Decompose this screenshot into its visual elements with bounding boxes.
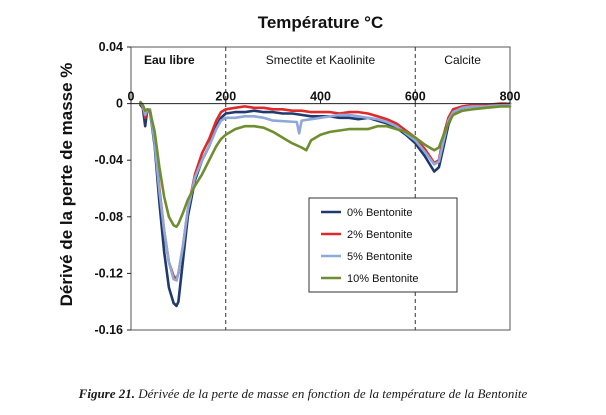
x-tick-label: 600 [405, 90, 426, 104]
caption-label: Figure 21. [78, 386, 136, 401]
region-label: Eau libre [144, 53, 195, 67]
figure-caption: Figure 21. Dérivée de la perte de masse … [0, 386, 606, 402]
y-axis-label: Dérivé de la perte de masse % [57, 63, 76, 307]
legend-label: 2% Bentonite [347, 229, 412, 241]
legend-box [308, 197, 458, 293]
y-tick-label: -0.04 [95, 153, 124, 167]
x-tick-label: 800 [500, 90, 521, 104]
region-label: Calcite [444, 53, 481, 67]
y-tick-label: -0.08 [95, 210, 124, 224]
region-label: Smectite et Kaolinite [266, 53, 376, 67]
y-tick-label: 0 [116, 97, 123, 111]
legend-label: 0% Bentonite [347, 207, 412, 219]
legend-label: 5% Bentonite [347, 251, 412, 263]
y-tick-label: 0.04 [99, 40, 123, 54]
y-tick-label: -0.12 [95, 266, 124, 280]
x-tick-label: 0 [128, 90, 135, 104]
chart-title: Température °C [258, 13, 384, 32]
legend-label: 10% Bentonite [347, 273, 419, 285]
y-tick-label: -0.16 [95, 323, 124, 337]
x-tick-label: 400 [310, 90, 331, 104]
caption-text: Dérivée de la perte de masse en fonction… [138, 386, 528, 401]
chart: Eau libre Smectite et Kaolinite Calcite 0.… [57, 13, 521, 337]
series-line [139, 100, 512, 228]
series-line [139, 102, 512, 308]
x-tick-label: 200 [215, 90, 236, 104]
series-line [139, 100, 512, 282]
plot-area [130, 46, 511, 331]
